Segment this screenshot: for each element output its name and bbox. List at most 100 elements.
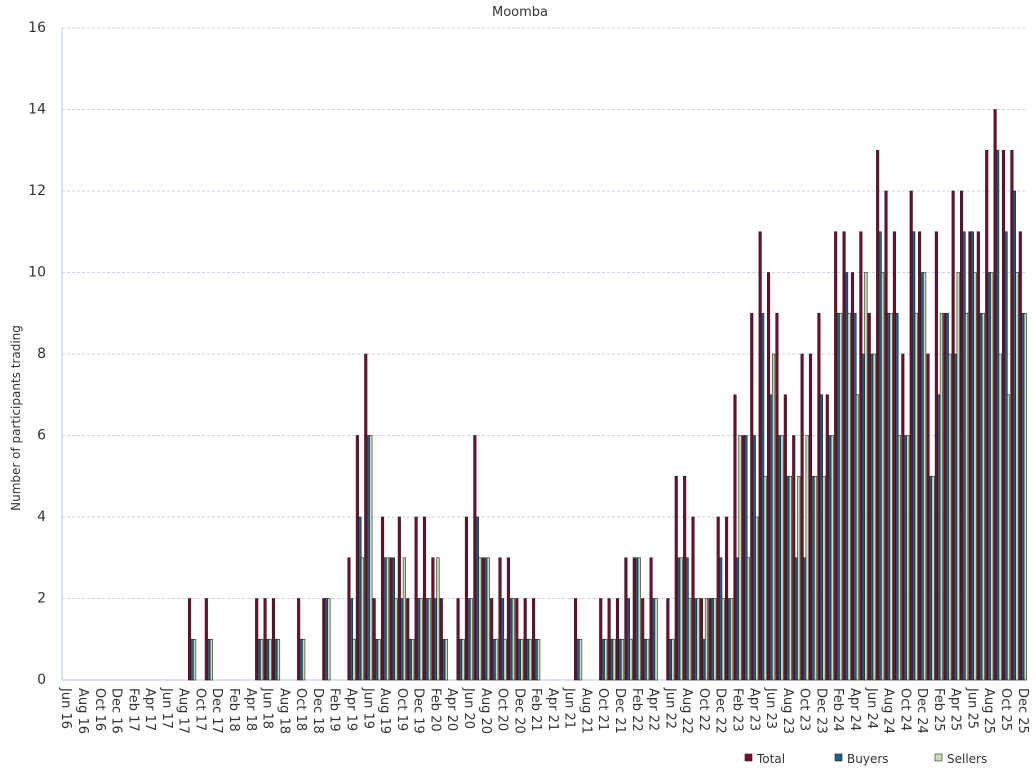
x-tick-label: Dec 16 [109, 688, 124, 734]
x-tick-label: Aug 22 [679, 688, 694, 734]
x-tick-label: Jun 24 [864, 687, 879, 729]
y-tick-label: 2 [37, 591, 46, 607]
x-tick-label: Jun 19 [360, 687, 375, 729]
y-tick-label: 10 [28, 265, 46, 281]
bar [943, 312, 947, 681]
bar [897, 435, 902, 681]
x-tick-label: Aug 18 [276, 688, 291, 734]
bar [931, 475, 935, 681]
bar [380, 516, 385, 681]
x-tick-label: Aug 25 [981, 688, 996, 734]
bar [349, 598, 354, 681]
bar [276, 638, 281, 681]
bar [881, 272, 885, 681]
bar [526, 638, 530, 681]
bar [433, 598, 437, 681]
bar [302, 638, 306, 681]
bar [1006, 394, 1011, 681]
bar [993, 109, 997, 681]
bar [733, 394, 737, 681]
bar [1004, 231, 1008, 681]
bar [842, 231, 846, 681]
x-tick-label: Jun 20 [461, 687, 476, 729]
bar [719, 557, 723, 681]
bar [274, 638, 278, 681]
bar [389, 557, 393, 681]
bar [926, 353, 930, 681]
bar [624, 557, 628, 681]
legend-swatch [834, 753, 843, 762]
x-tick-label: Apr 22 [646, 688, 661, 731]
bar [406, 598, 410, 681]
bar [920, 272, 924, 681]
bar [607, 598, 611, 681]
bar [839, 312, 843, 681]
bar [766, 272, 771, 681]
bar [1015, 272, 1019, 681]
bar [884, 190, 888, 681]
x-tick-label: Apr 18 [243, 688, 258, 731]
y-tick-label: 16 [28, 20, 46, 36]
bar [402, 557, 406, 681]
bar [702, 638, 706, 681]
bar [517, 638, 521, 681]
x-tick-label: Dec 18 [310, 688, 325, 734]
chart-title: Moomba [492, 5, 548, 20]
bar [951, 190, 955, 681]
bar [777, 435, 782, 681]
x-tick-label: Jun 16 [58, 687, 73, 729]
bar [699, 598, 703, 681]
bar [604, 638, 608, 681]
bar [573, 598, 578, 681]
x-tick-label: Dec 19 [411, 688, 426, 734]
x-tick-label: Oct 21 [595, 688, 610, 731]
bar [444, 638, 448, 681]
x-tick-label: Jun 21 [562, 687, 577, 729]
bar [872, 353, 876, 681]
bar [520, 638, 524, 681]
x-tick-label: Aug 20 [478, 688, 493, 734]
x-tick-label: Oct 25 [998, 688, 1013, 731]
bar [490, 598, 494, 681]
bar [408, 638, 412, 681]
bar [649, 557, 653, 681]
bar [425, 598, 429, 681]
bar [528, 638, 532, 681]
x-tick-label: Jun 17 [159, 687, 174, 729]
bar [369, 435, 373, 681]
bar [727, 598, 731, 681]
bar [786, 475, 790, 681]
bar [889, 312, 893, 681]
bar [372, 598, 376, 681]
bar [417, 598, 421, 681]
x-tick-label: Feb 24 [830, 688, 845, 732]
bar [783, 394, 787, 681]
y-tick-label: 12 [28, 183, 46, 199]
bar [803, 557, 807, 681]
bar [478, 557, 482, 681]
x-tick-label: Feb 20 [427, 688, 442, 732]
bar [934, 231, 938, 681]
bar [855, 394, 860, 681]
bar [352, 638, 356, 681]
x-tick-label: Jun 22 [662, 687, 677, 729]
bar [456, 598, 460, 681]
bar [909, 190, 913, 681]
bar [475, 516, 479, 681]
bar [266, 638, 270, 681]
bar [853, 312, 857, 681]
bar [674, 475, 678, 681]
bar [956, 272, 960, 681]
x-tick-label: Jun 23 [763, 687, 778, 729]
x-tick-label: Dec 17 [209, 688, 224, 734]
bar [805, 435, 809, 681]
bar [358, 516, 362, 681]
bar [716, 516, 720, 681]
y-tick-label: 14 [28, 102, 46, 118]
x-tick-label: Apr 17 [142, 688, 157, 731]
bar [391, 557, 396, 681]
x-tick-label: Oct 16 [92, 688, 107, 731]
x-tick-label: Oct 18 [293, 688, 308, 731]
bar [414, 516, 418, 681]
